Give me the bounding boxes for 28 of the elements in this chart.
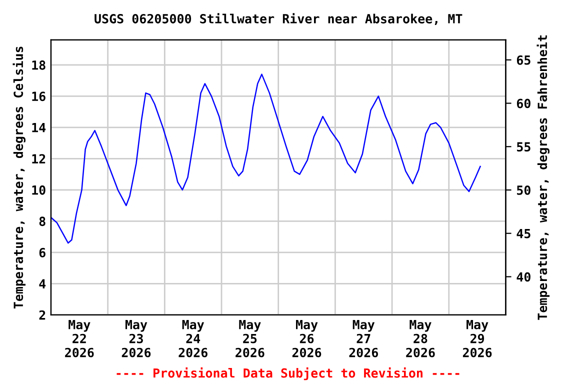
y-tick-label: 8 [39,216,46,226]
y2-tick-label: 60 [516,98,530,108]
y2-tick-label: 65 [516,55,530,65]
text: ---- Provisional Data Subject to Revision ---- [116,367,460,380]
x-tick-label: May 23 2026 [122,320,151,358]
x-tick-label: May 29 2026 [462,320,492,358]
x-tick-label: May 25 2026 [236,320,264,358]
y-tick-label: 6 [39,248,46,258]
y2-tick-label: 45 [516,228,530,238]
x-tick-label: May 26 2026 [292,320,322,358]
y2-axis-title: Temperature, water, degrees Fahrenheit [536,35,550,320]
line-series [50,74,481,244]
y-tick-label: 18 [32,60,46,70]
x-tick-label: May 22 2026 [65,320,94,358]
y2-tick-label: 40 [516,272,530,282]
y-tick-label: 2 [39,310,46,320]
y-axis-title: Temperature, water, degrees Celsius [12,46,26,309]
y2-tick-label: 50 [517,185,530,195]
y-tick-label: 10 [32,185,46,195]
y-tick-label: 4 [39,279,46,288]
y2-tick-label: 55 [517,142,530,152]
y-tick-label: 14 [32,123,46,132]
x-tick-label: May 24 2026 [178,320,208,358]
x-tick-label: May 28 2026 [406,320,435,358]
chart-title: USGS 06205000 Stillwater River near Absarokee, MT [94,13,462,26]
y-tick-label: 12 [32,154,46,164]
x-tick-label: May 27 2026 [349,320,378,358]
y-tick-label: 16 [32,92,46,102]
